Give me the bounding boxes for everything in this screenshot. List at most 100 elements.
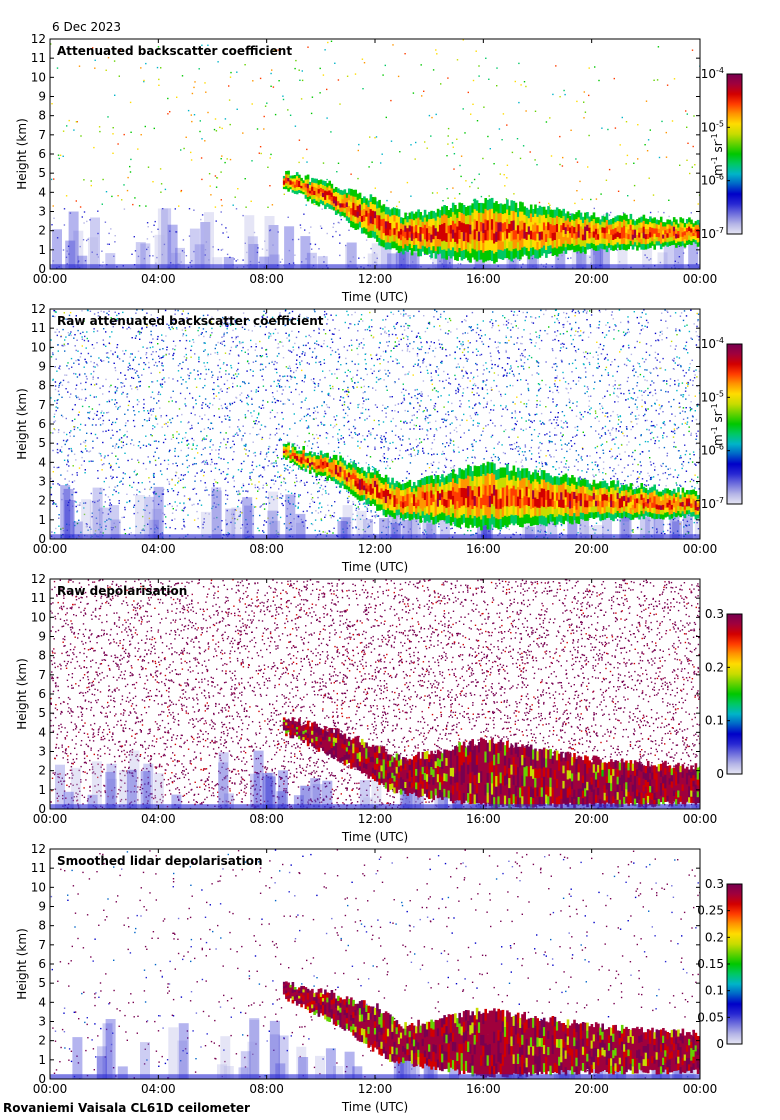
y-tick-label: 12 — [31, 302, 46, 316]
colorbar-tick-label: 10-7 — [701, 496, 724, 511]
y-axis-label: Height (km) — [15, 388, 29, 459]
y-tick-label: 9 — [38, 90, 46, 104]
x-axis-label: Time (UTC) — [341, 560, 408, 574]
instrument-footer: Rovaniemi Vaisala CL61D ceilometer — [3, 1101, 250, 1115]
y-tick-label: 5 — [38, 436, 46, 450]
y-tick-label: 0 — [38, 802, 46, 816]
colorbar-scale — [726, 343, 743, 505]
colorbar-tick-label: 10-7 — [701, 226, 724, 241]
y-tick-label: 6 — [38, 417, 46, 431]
colorbar-tick-label: 0.1 — [705, 984, 724, 998]
date-label: 6 Dec 2023 — [52, 20, 122, 34]
y-tick-label: 8 — [38, 919, 46, 933]
y-axis-label: Height (km) — [15, 658, 29, 729]
y-tick-label: 5 — [38, 976, 46, 990]
panel-title: Smoothed lidar depolarisation — [57, 854, 263, 868]
y-tick-label: 4 — [38, 995, 46, 1009]
colorbar-tick-label: 10-4 — [701, 336, 724, 351]
x-tick-label: 00:00 — [683, 812, 718, 826]
y-tick-label: 10 — [31, 880, 46, 894]
colorbar: 0 0.1 0.2 0.3 — [705, 607, 743, 781]
x-tick-label: 12:00 — [358, 542, 393, 556]
colorbar-tick-label: 0.3 — [705, 877, 724, 891]
x-axis-label: Time (UTC) — [341, 1100, 408, 1114]
colorbar-tick-label: 10-6 — [701, 173, 724, 188]
x-tick-label: 04:00 — [141, 542, 176, 556]
plot-area — [50, 579, 700, 809]
y-axis-label: Height (km) — [15, 928, 29, 999]
plot-area — [50, 309, 700, 539]
colorbar: 10-7 10-6 10-5 10-4 m-1 sr-1 — [701, 336, 743, 511]
y-tick-label: 6 — [38, 957, 46, 971]
panel-title: Attenuated backscatter coefficient — [57, 44, 292, 58]
x-tick-label: 20:00 — [574, 812, 609, 826]
y-tick-label: 11 — [31, 321, 46, 335]
y-tick-label: 1 — [38, 513, 46, 527]
x-tick-label: 00:00 — [683, 1082, 718, 1096]
y-tick-label: 3 — [38, 1015, 46, 1029]
x-tick-label: 20:00 — [574, 1082, 609, 1096]
y-axis-label: Height (km) — [15, 118, 29, 189]
colorbar-tick-label: 0.2 — [705, 660, 724, 674]
y-tick-label: 6 — [38, 147, 46, 161]
y-tick-label: 11 — [31, 51, 46, 65]
y-tick-label: 2 — [38, 494, 46, 508]
x-tick-label: 12:00 — [358, 272, 393, 286]
colorbar-unit: m-1 sr-1 — [710, 133, 725, 176]
colorbar-tick-label: 0 — [716, 1037, 724, 1051]
x-tick-label: 08:00 — [249, 812, 284, 826]
y-tick-label: 5 — [38, 166, 46, 180]
colorbar-tick-label: 0 — [716, 767, 724, 781]
colorbar-tick-label: 10-5 — [701, 389, 724, 404]
y-tick-label: 0 — [38, 532, 46, 546]
y-tick-label: 12 — [31, 32, 46, 46]
y-tick-label: 7 — [38, 938, 46, 952]
y-tick-label: 3 — [38, 745, 46, 759]
y-tick-label: 8 — [38, 109, 46, 123]
y-tick-label: 1 — [38, 243, 46, 257]
y-tick-label: 12 — [31, 572, 46, 586]
colorbar: 10-7 10-6 10-5 10-4 m-1 sr-1 — [701, 66, 743, 241]
y-tick-label: 11 — [31, 591, 46, 605]
y-tick-label: 0 — [38, 1072, 46, 1086]
y-tick-label: 10 — [31, 70, 46, 84]
y-tick-label: 3 — [38, 475, 46, 489]
y-tick-label: 4 — [38, 185, 46, 199]
y-tick-label: 6 — [38, 687, 46, 701]
x-axis-label: Time (UTC) — [341, 290, 408, 304]
x-tick-label: 16:00 — [466, 1082, 501, 1096]
x-axis-label: Time (UTC) — [341, 830, 408, 844]
y-tick-label: 12 — [31, 842, 46, 856]
colorbar-tick-label: 0.1 — [705, 714, 724, 728]
y-tick-label: 5 — [38, 706, 46, 720]
x-tick-label: 00:00 — [683, 272, 718, 286]
x-tick-label: 04:00 — [141, 272, 176, 286]
x-tick-label: 00:00 — [683, 542, 718, 556]
y-tick-label: 1 — [38, 1053, 46, 1067]
y-tick-label: 7 — [38, 668, 46, 682]
x-tick-label: 20:00 — [574, 542, 609, 556]
y-tick-label: 10 — [31, 340, 46, 354]
colorbar-tick-label: 0.05 — [697, 1010, 724, 1024]
y-tick-label: 2 — [38, 1034, 46, 1048]
x-tick-label: 04:00 — [141, 812, 176, 826]
x-tick-label: 16:00 — [466, 812, 501, 826]
y-tick-label: 7 — [38, 398, 46, 412]
y-tick-label: 4 — [38, 455, 46, 469]
y-tick-label: 7 — [38, 128, 46, 142]
y-tick-label: 9 — [38, 360, 46, 374]
x-tick-label: 04:00 — [141, 1082, 176, 1096]
colorbar-unit: m-1 sr-1 — [710, 403, 725, 446]
colorbar-scale — [726, 73, 743, 235]
y-tick-label: 11 — [31, 861, 46, 875]
y-tick-label: 9 — [38, 900, 46, 914]
y-tick-label: 8 — [38, 379, 46, 393]
y-tick-label: 10 — [31, 610, 46, 624]
colorbar-tick-label: 10-6 — [701, 443, 724, 458]
colorbar-tick-label: 0.25 — [697, 904, 724, 918]
y-tick-label: 0 — [38, 262, 46, 276]
